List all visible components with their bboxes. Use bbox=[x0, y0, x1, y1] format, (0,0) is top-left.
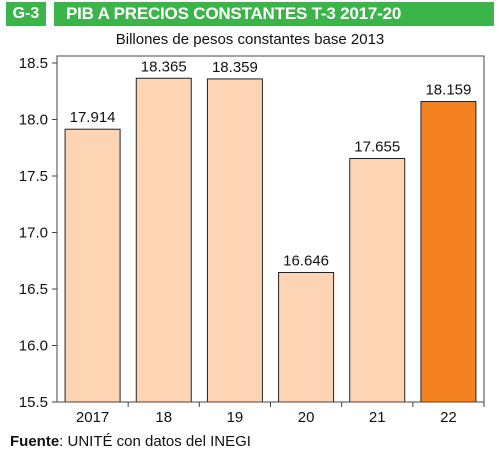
bar bbox=[278, 272, 335, 403]
bar bbox=[206, 78, 263, 403]
source-note: Fuente: UNITÉ con datos del INEGI bbox=[10, 433, 251, 450]
bar-value-label: 18.365 bbox=[141, 58, 187, 75]
y-tick-label: 15.5 bbox=[19, 394, 48, 411]
bar-value-label: 16.646 bbox=[283, 253, 329, 270]
bar bbox=[135, 77, 192, 403]
x-tick-label: 20 bbox=[298, 409, 315, 426]
chart-header: G-3 PIB A PRECIOS CONSTANTES T-3 2017-20 bbox=[0, 0, 500, 28]
y-tick-label: 18.0 bbox=[19, 112, 48, 129]
x-tick-label: 2017 bbox=[76, 409, 109, 426]
chart-title: PIB A PRECIOS CONSTANTES T-3 2017-20 bbox=[54, 2, 494, 26]
bar-value-label: 17.914 bbox=[70, 109, 116, 126]
bar bbox=[349, 157, 406, 403]
x-tick-label: 22 bbox=[440, 409, 457, 426]
x-tick-label: 21 bbox=[369, 409, 386, 426]
y-tick-label: 17.5 bbox=[19, 168, 48, 185]
chart-code: G-3 bbox=[6, 2, 46, 26]
y-tick-label: 16.5 bbox=[19, 281, 48, 298]
bar-value-label: 18.159 bbox=[425, 82, 471, 99]
x-tick-label: 19 bbox=[227, 409, 244, 426]
y-tick-label: 16.0 bbox=[19, 338, 48, 355]
bar-value-label: 17.655 bbox=[354, 138, 400, 155]
source-label: Fuente bbox=[10, 433, 60, 450]
x-tick-label: 18 bbox=[155, 409, 172, 426]
bar bbox=[64, 128, 121, 403]
source-text: : UNITÉ con datos del INEGI bbox=[59, 433, 251, 450]
plot-frame bbox=[56, 55, 485, 403]
bar bbox=[420, 101, 477, 403]
chart-subtitle: Billones de pesos constantes base 2013 bbox=[115, 31, 385, 48]
bar-value-label: 18.359 bbox=[212, 59, 258, 76]
y-tick-label: 18.5 bbox=[19, 55, 48, 72]
y-tick-label: 17.0 bbox=[19, 225, 48, 242]
